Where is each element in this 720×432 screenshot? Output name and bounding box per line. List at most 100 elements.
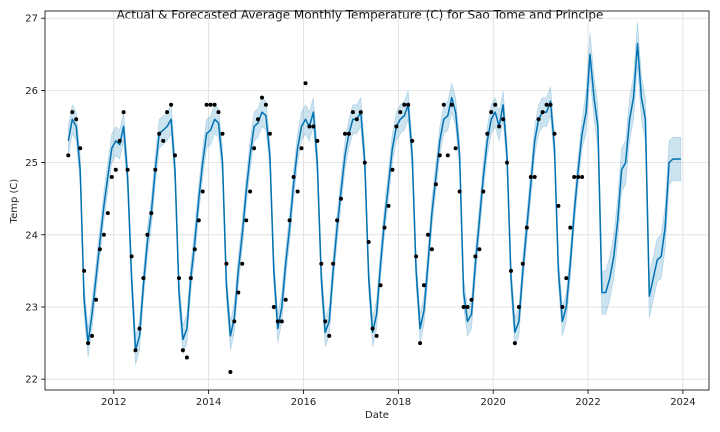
actual-point (240, 261, 245, 266)
x-axis-label: Date (365, 410, 389, 421)
actual-point (422, 283, 426, 288)
actual-point (121, 110, 126, 115)
actual-point (260, 95, 264, 100)
actual-point (343, 131, 347, 136)
plot-frame (44, 10, 710, 391)
actual-point (394, 124, 399, 129)
actual-point (161, 138, 166, 143)
actual-point (133, 348, 138, 353)
actual-point (437, 153, 442, 158)
forecast-line (67, 42, 681, 352)
actual-point (477, 247, 482, 252)
actual-point (97, 247, 102, 252)
x-tick-label: 2018 (386, 397, 411, 408)
actual-point (291, 175, 296, 179)
actual-point (505, 160, 509, 165)
actual-point (481, 189, 486, 194)
actual-point (335, 218, 340, 223)
actual-point (414, 254, 419, 259)
actual-point (295, 189, 300, 194)
actual-point (532, 175, 537, 179)
actual-point (279, 319, 284, 324)
actual-point (188, 276, 193, 281)
actual-point (398, 110, 403, 115)
actual-point (560, 305, 565, 309)
actual-point (180, 348, 185, 353)
actual-point (528, 175, 533, 179)
actual-point (469, 297, 474, 302)
y-tick-label: 26 (25, 86, 38, 97)
grid-layer (45, 11, 709, 390)
actual-point (358, 110, 363, 115)
y-tick-label: 22 (25, 375, 38, 386)
actual-point (576, 175, 581, 179)
actual-point (256, 117, 260, 122)
actual-point (204, 102, 209, 107)
actual-point (572, 175, 577, 179)
actual-point (509, 268, 513, 273)
y-tick-label: 24 (25, 230, 38, 241)
actual-point (137, 326, 142, 331)
actual-point (224, 261, 229, 266)
actual-point (564, 276, 569, 281)
actual-point (220, 131, 225, 136)
actual-point (299, 146, 304, 151)
actual-point (568, 225, 573, 230)
actual-point (319, 261, 324, 266)
axis-ticks: 2012 2014 2016 2018 2020 2022 2024 22 23 24 25 26 27 (25, 14, 695, 408)
actual-point (501, 117, 506, 122)
actual-point (548, 102, 553, 107)
actual-point (433, 182, 438, 187)
actual-point (113, 167, 118, 172)
y-axis-label: Temp (C) (9, 179, 20, 225)
actual-point (580, 175, 585, 179)
actual-point (378, 283, 383, 288)
actual-point (94, 297, 98, 302)
y-tick-label: 25 (25, 158, 38, 169)
actual-point (244, 218, 249, 223)
actual-point (149, 211, 154, 216)
actual-point (362, 160, 367, 165)
actual-point (303, 81, 308, 86)
actual-point (153, 167, 158, 172)
actual-point (323, 319, 328, 324)
actual-point (426, 232, 430, 237)
actual-point (212, 102, 217, 107)
actual-point (315, 138, 320, 143)
x-tick-label: 2014 (196, 397, 221, 408)
actual-point (78, 146, 83, 151)
x-tick-label: 2012 (101, 397, 126, 408)
chart-title: Actual & Forecasted Average Monthly Temp… (117, 8, 604, 22)
actual-point (366, 240, 371, 244)
actual-point (449, 102, 454, 107)
actual-point (208, 102, 213, 107)
actual-point (66, 153, 71, 158)
actual-point (117, 138, 122, 143)
actual-point (200, 189, 205, 194)
actual-point (429, 247, 434, 252)
actual-point (473, 254, 478, 259)
actual-point (370, 326, 375, 331)
x-tick-label: 2024 (670, 397, 695, 408)
actual-point (173, 153, 177, 158)
actual-point (536, 117, 541, 122)
actual-point (145, 232, 150, 237)
actual-point (493, 102, 498, 107)
y-tick-label: 23 (25, 302, 38, 313)
actual-point (267, 131, 272, 136)
actual-point (169, 102, 174, 107)
actual-point (216, 110, 221, 115)
actual-point (524, 225, 529, 230)
actual-point (382, 225, 387, 230)
actual-point (465, 305, 470, 309)
actual-point (311, 124, 316, 129)
actual-point (86, 341, 91, 346)
actual-points (66, 81, 585, 374)
actual-point (82, 268, 87, 273)
actual-point (406, 102, 411, 107)
actual-point (520, 261, 525, 266)
actual-point (70, 110, 75, 115)
actual-point (497, 124, 502, 129)
actual-point (418, 341, 423, 346)
